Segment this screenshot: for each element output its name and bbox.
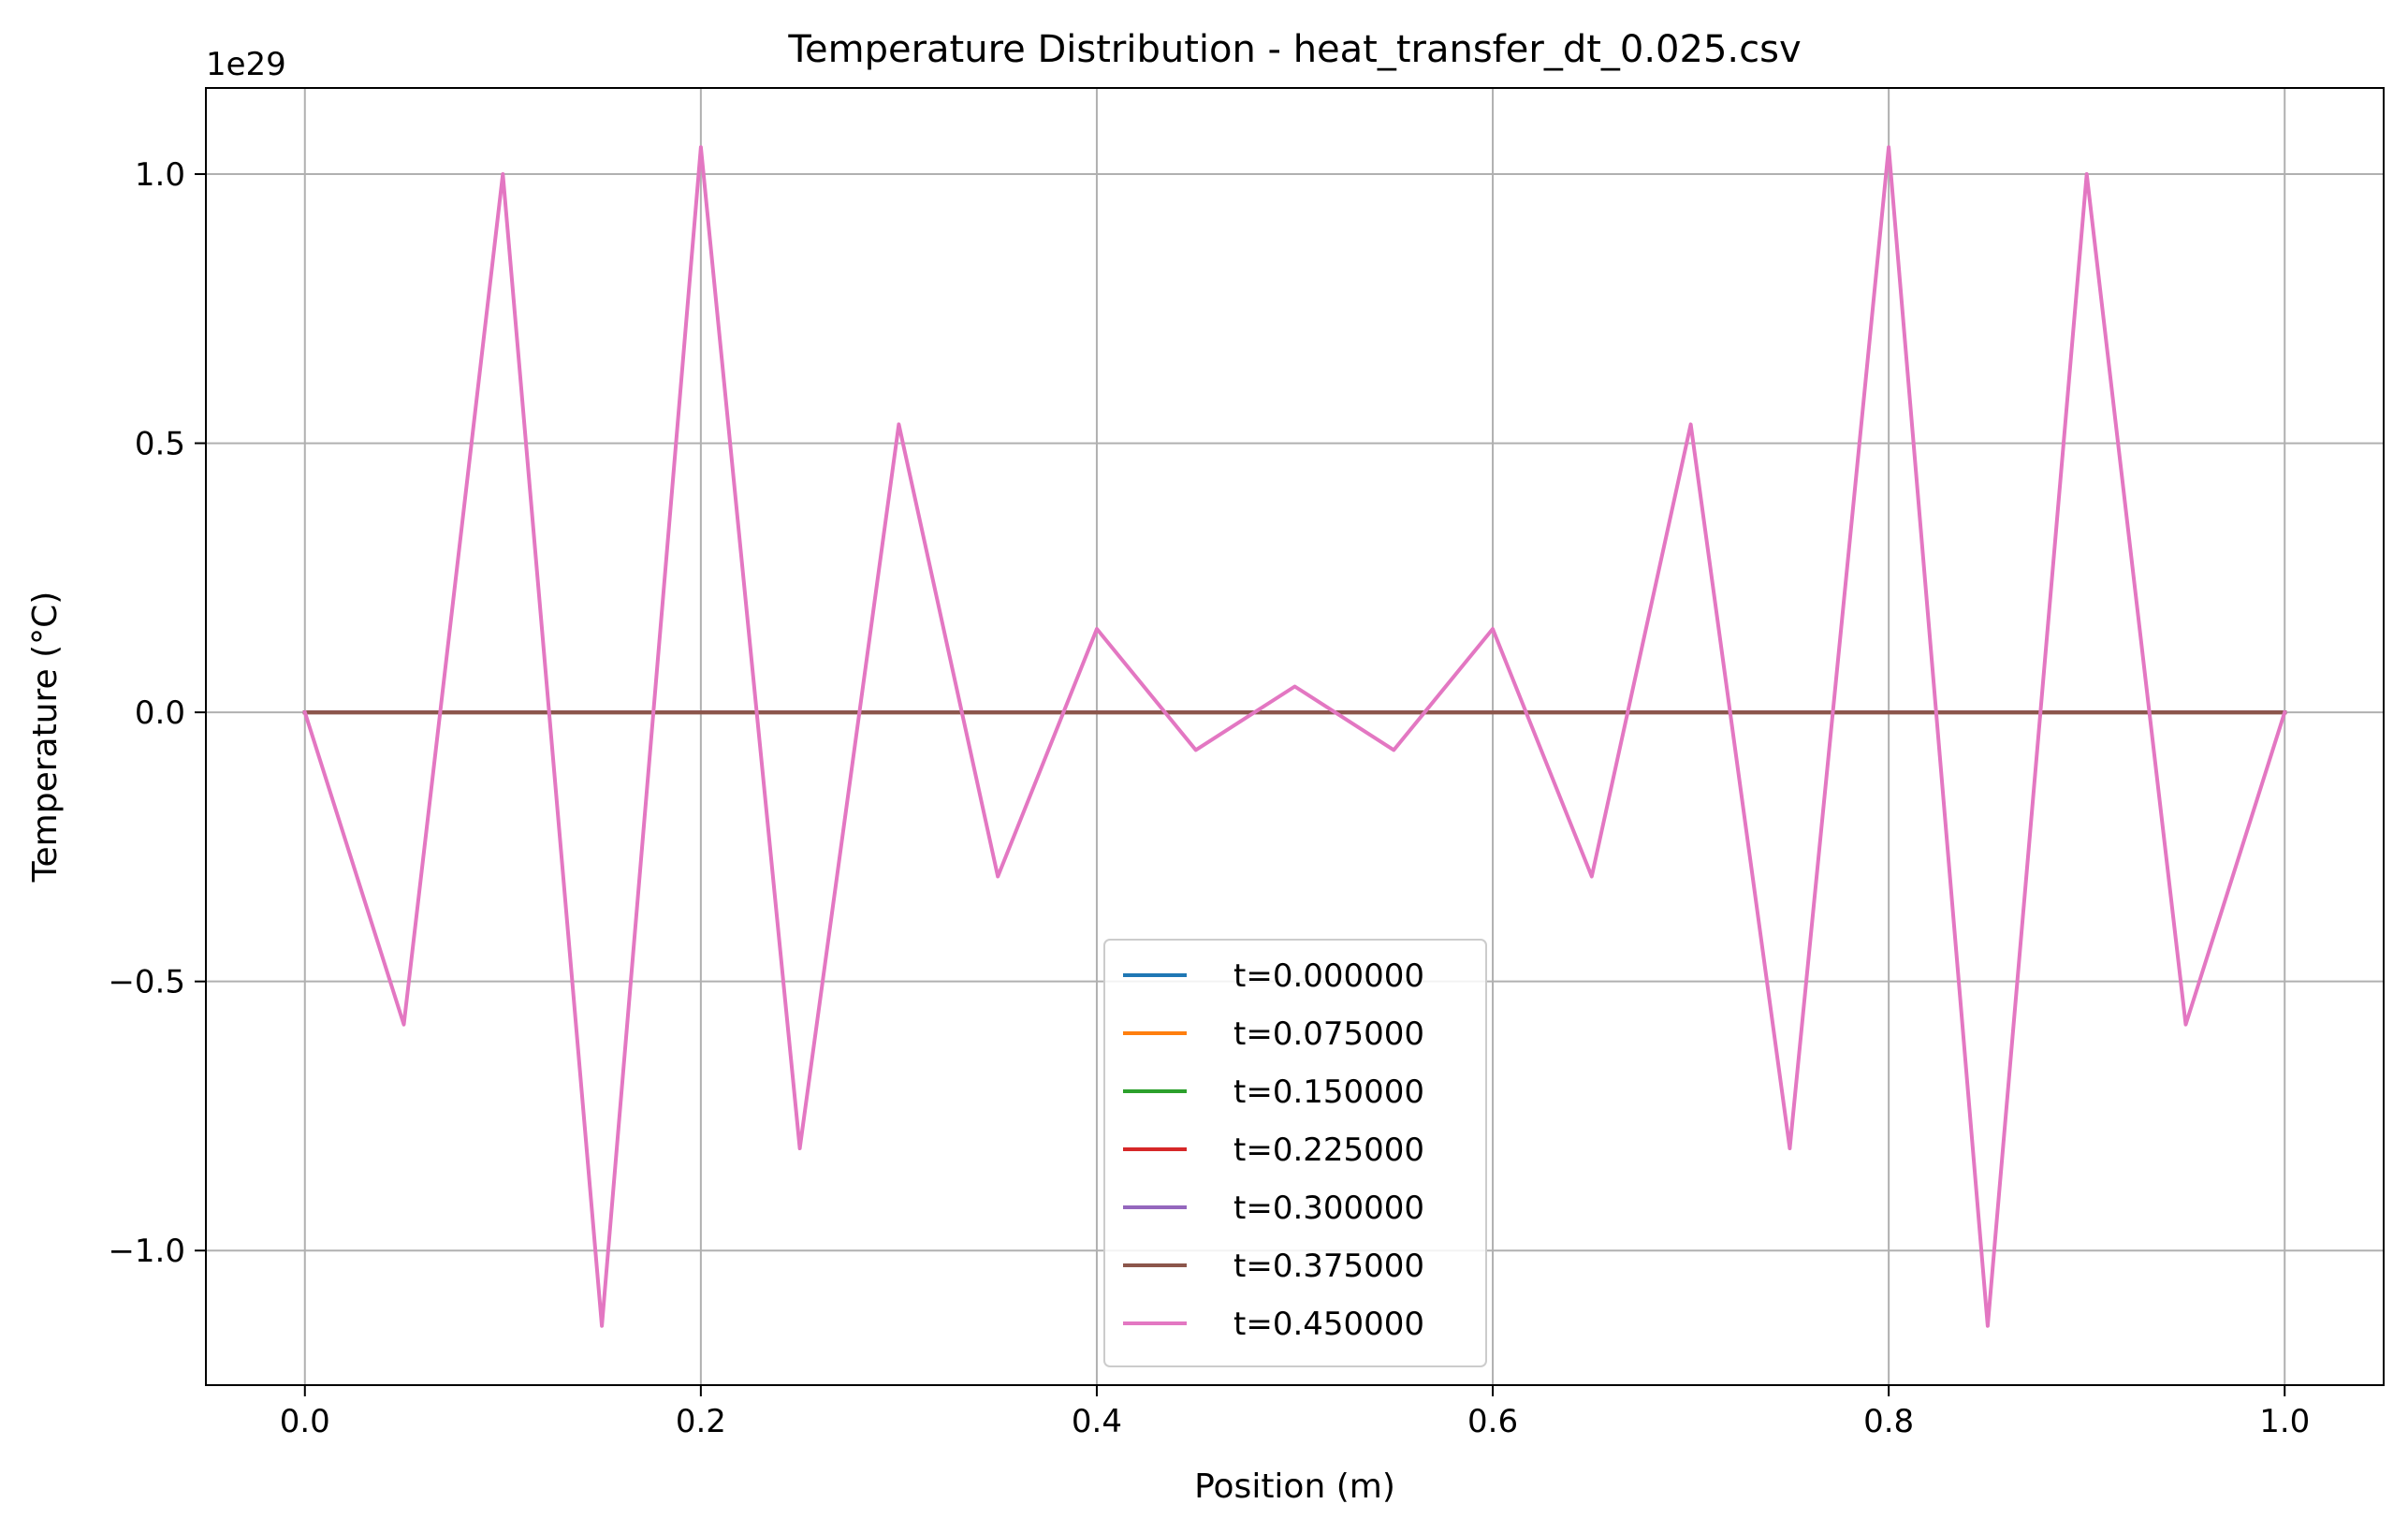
x-tick-label: 0.0: [280, 1403, 330, 1440]
x-tick-label: 0.8: [1863, 1403, 1914, 1440]
chart-title: Temperature Distribution - heat_transfer…: [787, 28, 1801, 71]
legend-label-1: t=0.075000: [1233, 1015, 1424, 1053]
y-tick-label: −0.5: [108, 964, 185, 1001]
x-tick-label: 0.4: [1072, 1403, 1122, 1440]
axis-ticks: 0.0 0.2 0.4 0.6 0.8 1.0 −1.0 −0.5 0.0 0.5 1.0: [108, 156, 2310, 1440]
y-axis-label: Temperature (°C): [26, 591, 65, 883]
x-tick-label: 0.6: [1467, 1403, 1518, 1440]
legend-label-4: t=0.300000: [1233, 1190, 1424, 1227]
x-tick-label: 1.0: [2259, 1403, 2310, 1440]
legend: t=0.000000 t=0.075000 t=0.150000 t=0.225000…: [1103, 939, 1487, 1367]
legend-frame: [1103, 939, 1487, 1367]
legend-label-3: t=0.225000: [1233, 1132, 1424, 1169]
legend-label-0: t=0.000000: [1233, 957, 1424, 995]
y-tick-label: −1.0: [108, 1233, 185, 1270]
x-tick-label: 0.2: [676, 1403, 726, 1440]
legend-label-2: t=0.150000: [1233, 1073, 1424, 1111]
y-tick-label: 0.0: [135, 694, 185, 732]
legend-label-5: t=0.375000: [1233, 1248, 1424, 1285]
legend-label-6: t=0.450000: [1233, 1306, 1424, 1343]
series-line-6: [302, 145, 2287, 1328]
y-tick-label: 1.0: [135, 156, 185, 194]
x-axis-label: Position (m): [1194, 1467, 1395, 1506]
series-lines: [302, 145, 2287, 1328]
y-axis-offset-label: 1e29: [206, 46, 286, 83]
plot-frame: [205, 87, 2385, 1386]
y-tick-label: 0.5: [135, 426, 185, 463]
